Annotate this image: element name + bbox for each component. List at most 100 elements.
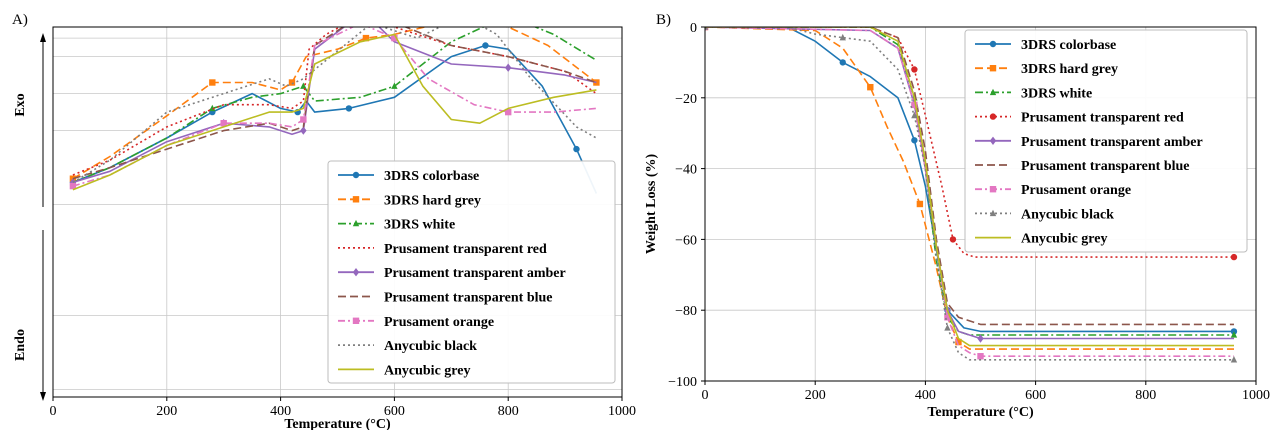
legend-marker-prusament-orange	[989, 186, 997, 193]
series-3drs-white-point	[300, 82, 307, 89]
legend-box	[964, 29, 1248, 253]
legend-label-prusament-orange: Prusament orange	[384, 315, 494, 330]
series-3drs-hard-grey-point	[867, 83, 874, 91]
series-3drs-white-point	[505, 12, 511, 18]
legend-label-3drs-hard-grey: 3DRS hard grey	[384, 193, 481, 208]
series-prusament-orange-point	[505, 108, 512, 116]
series-prusament-transparent-red-line	[72, 27, 597, 176]
series-prusament-transparent-red-point	[911, 66, 918, 73]
legend-marker-prusament-orange	[352, 317, 360, 324]
x-tick-label: 800	[1135, 388, 1156, 403]
series-prusament-transparent-blue-line	[705, 27, 1234, 326]
series-3drs-colorbase-point	[482, 42, 489, 49]
legend-label-3drs-white: 3DRS white	[384, 218, 455, 233]
legend: 3DRS colorbase 3DRS hard grey 3DRS white Pr…	[327, 160, 616, 384]
legend-marker-3drs-colorbase	[989, 40, 997, 48]
x-tick-label: 200	[805, 388, 826, 403]
plot-frame	[52, 26, 623, 398]
legend-label-anycubic-grey: Anycubic grey	[1021, 232, 1107, 247]
series-prusament-orange-point	[944, 314, 951, 321]
series-prusament-transparent-blue-line	[72, 27, 597, 180]
series-prusament-orange-point	[391, 34, 398, 42]
legend-label-3drs-white: 3DRS white	[1021, 86, 1092, 101]
series-anycubic-grey-line	[705, 27, 1234, 347]
panel-a: 0 200 400 600 800 1000 Temperature (°C) Exo Endo…	[12, 12, 636, 430]
series-group	[69, 12, 600, 194]
series-3drs-colorbase-point	[839, 59, 846, 66]
exo-arrow-head	[40, 33, 46, 42]
panel-b: 0 200 400 600 800 1000 Temperature (°C) 0 −20 −40…	[644, 12, 1270, 420]
x-tick-label: 600	[1025, 388, 1046, 403]
series-3drs-white-line	[72, 27, 597, 184]
x-tick-label: 200	[156, 404, 177, 419]
series-prusament-transparent-amber-point	[505, 63, 512, 72]
x-axis-title: Temperature (°C)	[927, 405, 1034, 420]
series-3drs-hard-grey-point	[362, 34, 370, 42]
y-tick-label: −100	[668, 375, 697, 390]
x-tick-label: 0	[702, 388, 709, 403]
series-3drs-white-point	[391, 82, 398, 89]
x-tick-label: 400	[915, 388, 936, 403]
legend-marker-3drs-white	[352, 219, 360, 227]
x-tick-label: 1000	[1242, 388, 1270, 403]
series-prusament-transparent-red-point	[949, 236, 957, 243]
exo-label: Exo	[13, 93, 28, 116]
series-prusament-orange-line	[72, 27, 597, 187]
legend-label-prusament-transparent-amber: Prusament transparent amber	[1021, 135, 1203, 150]
series-3drs-colorbase-line	[72, 44, 598, 194]
x-tick-label: 1000	[608, 404, 636, 419]
series-prusament-transparent-amber-point	[300, 126, 307, 135]
x-tick-label: 0	[50, 404, 57, 419]
panel-label: A)	[12, 12, 28, 28]
series-3drs-white-point	[1230, 331, 1238, 338]
legend-label-anycubic-black: Anycubic black	[1021, 207, 1114, 222]
x-tick-label: 800	[498, 404, 519, 419]
legend-marker-3drs-hard-grey	[352, 196, 360, 203]
x-tick-label: 400	[270, 404, 291, 419]
series-anycubic-black-point	[911, 111, 918, 119]
series-prusament-transparent-red-point	[1230, 253, 1238, 261]
legend-box	[327, 160, 616, 384]
panel-label: B)	[656, 12, 671, 28]
legend-label-3drs-colorbase: 3DRS colorbase	[1021, 38, 1116, 53]
x-axis-title: Temperature (°C)	[284, 417, 391, 430]
legend-marker-3drs-colorbase	[352, 171, 360, 179]
x-tick-label: 600	[384, 404, 405, 419]
series-3drs-hard-grey-point	[288, 79, 296, 86]
legend-marker-prusament-transparent-red	[989, 113, 997, 120]
series-3drs-colorbase-point	[911, 137, 918, 144]
series-prusament-orange-point	[977, 353, 984, 360]
series-group	[705, 27, 1238, 363]
series-3drs-hard-grey-point	[459, 16, 465, 22]
series-anycubic-grey-line	[72, 33, 597, 191]
endo-label: Endo	[13, 329, 28, 361]
series-anycubic-black-point	[1230, 356, 1238, 363]
series-prusament-orange-point	[300, 116, 307, 123]
legend-label-prusament-transparent-red: Prusament transparent red	[384, 242, 547, 257]
y-tick-label: −40	[675, 163, 697, 178]
series-3drs-hard-grey-point	[209, 79, 216, 86]
series-3drs-hard-grey-point	[916, 200, 924, 208]
y-tick-label: −80	[675, 304, 697, 319]
legend: 3DRS colorbase 3DRS hard grey 3DRS white Pr…	[964, 29, 1248, 253]
plot-frame	[704, 26, 1257, 382]
legend-marker-anycubic-black	[989, 209, 997, 217]
y-tick-label: −60	[675, 233, 697, 248]
series-prusament-orange-point	[69, 182, 77, 190]
legend-label-anycubic-black: Anycubic black	[384, 339, 477, 354]
series-prusament-transparent-amber-point	[977, 334, 984, 343]
series-3drs-colorbase-point	[573, 145, 580, 153]
series-anycubic-black-point	[944, 324, 951, 331]
legend-marker-3drs-hard-grey	[989, 65, 997, 72]
legend-label-anycubic-grey: Anycubic grey	[384, 363, 470, 378]
series-anycubic-black-point	[839, 33, 846, 41]
y-tick-label: −20	[675, 92, 697, 107]
legend-marker-prusament-transparent-amber	[989, 136, 997, 145]
legend-label-prusament-transparent-red: Prusament transparent red	[1021, 111, 1184, 126]
legend-marker-prusament-transparent-amber	[352, 268, 360, 277]
series-prusament-transparent-amber-point	[368, 15, 374, 23]
legend-label-prusament-transparent-amber: Prusament transparent amber	[384, 266, 566, 281]
series-3drs-hard-grey-point	[955, 338, 962, 346]
series-anycubic-black-line	[72, 27, 597, 184]
